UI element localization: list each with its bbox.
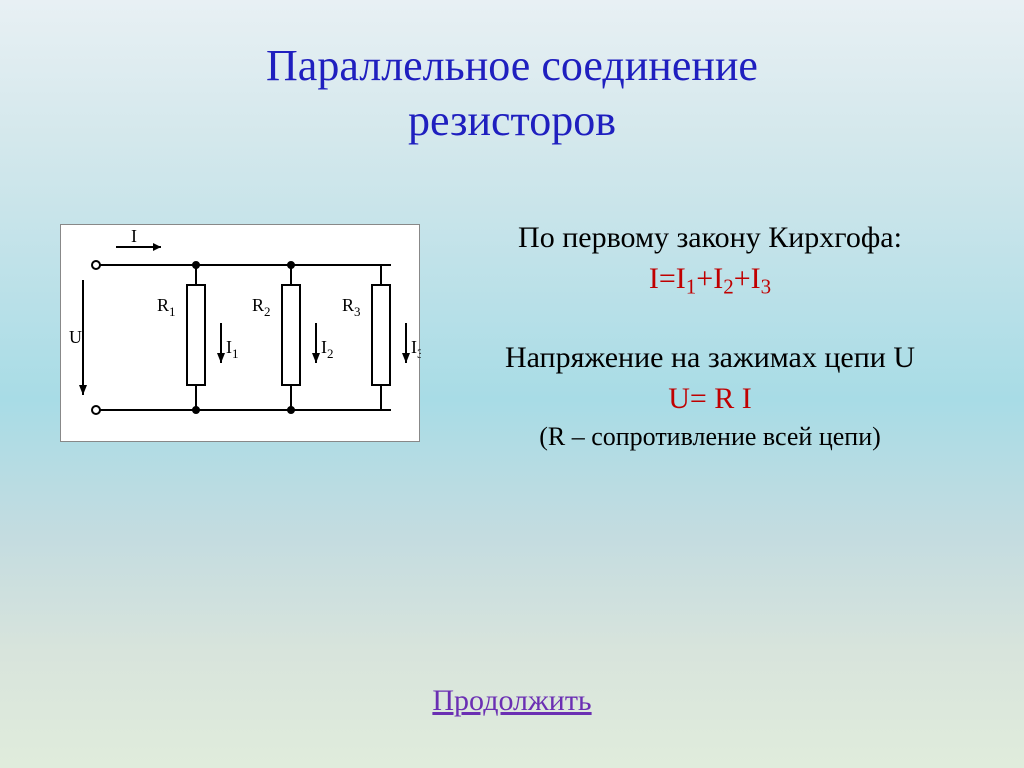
label-r3: R3 — [342, 295, 361, 319]
kirchhoff-formula: I=I1+I2+I3 — [456, 259, 964, 301]
label-i3: I3 — [411, 337, 421, 361]
kirchhoff-text: По первому закону Кирхгофа: — [456, 218, 964, 259]
label-i: I — [131, 226, 137, 246]
content-row: I U R1 R2 R3 I1 I2 I3 По первому закону … — [60, 218, 964, 492]
voltage-block: Напряжение на зажимах цепи U U= R I (R –… — [456, 338, 964, 454]
kirchhoff-block: По первому закону Кирхгофа: I=I1+I2+I3 — [456, 218, 964, 300]
label-r1: R1 — [157, 295, 176, 319]
label-u: U — [69, 327, 82, 347]
text-column: По первому закону Кирхгофа: I=I1+I2+I3 Н… — [456, 218, 964, 492]
title-line-1: Параллельное соединение — [266, 41, 758, 90]
voltage-note: (R – сопротивление всей цепи) — [456, 419, 964, 454]
f-m1: +I — [696, 262, 723, 295]
voltage-formula: U= R I — [456, 379, 964, 420]
voltage-text: Напряжение на зажимах цепи U — [456, 338, 964, 379]
label-i1: I1 — [226, 337, 239, 361]
f-s2: 2 — [723, 274, 734, 298]
continue-link[interactable]: Продолжить — [432, 684, 591, 717]
title-line-2: резисторов — [408, 96, 616, 145]
circuit-diagram: I U R1 R2 R3 I1 I2 I3 — [60, 224, 420, 442]
f-prefix: I=I — [649, 262, 686, 295]
continue-container: Продолжить — [0, 684, 1024, 718]
slide: Параллельное соединение резисторов — [0, 0, 1024, 768]
f-s1: 1 — [686, 274, 697, 298]
label-i2: I2 — [321, 337, 334, 361]
slide-title: Параллельное соединение резисторов — [60, 38, 964, 148]
label-r2: R2 — [252, 295, 271, 319]
f-s3: 3 — [761, 274, 772, 298]
f-m2: +I — [734, 262, 761, 295]
